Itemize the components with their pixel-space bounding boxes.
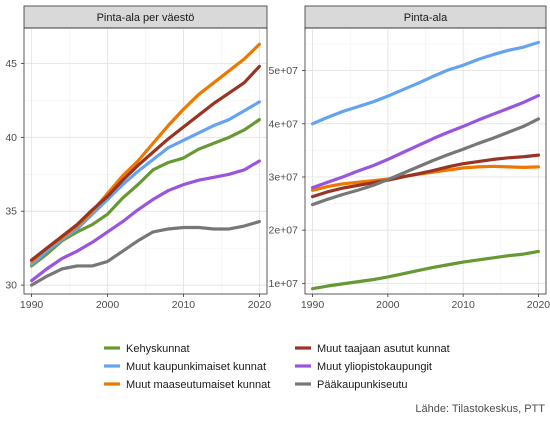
- chart-panels: Pinta-ala per väestö 1990 2000 2010 2020 30 35…: [5, 5, 550, 311]
- y-tick-label: 40: [5, 132, 17, 144]
- x-tick-label: 2010: [172, 299, 196, 311]
- panel-2: Pinta-ala 1990 2000 2010 2020 1e+07 2e+07 3e+07…: [269, 5, 550, 311]
- legend-label: Muut kaupunkimaiset kunnat: [126, 361, 266, 373]
- x-tick-label: 2000: [376, 299, 400, 311]
- series-lines: [29, 42, 262, 287]
- axes: 1990 2000 2010 2020 1e+07 2e+07 3e+07 4e+07 5e+0…: [269, 65, 550, 311]
- y-tick-label: 4e+07: [269, 118, 299, 130]
- x-tick-label: 2020: [248, 299, 272, 311]
- y-tick-label: 3e+07: [269, 171, 299, 183]
- panel-title: Pinta-ala: [404, 12, 448, 24]
- series-line-muut-yliopistokaupungit: [310, 93, 541, 190]
- x-tick-label: 1990: [301, 299, 325, 311]
- x-tick-label: 1990: [20, 299, 44, 311]
- legend-item-muut-kaupunkimaiset-kunnat: Muut kaupunkimaiset kunnat: [104, 361, 266, 373]
- series-line-muut-taajaan-asutut-kunnat: [29, 64, 262, 262]
- x-tick-label: 2010: [451, 299, 475, 311]
- series-line-kehyskunnat: [29, 118, 262, 268]
- x-tick-label: 2020: [527, 299, 550, 311]
- y-tick-label: 35: [5, 206, 17, 218]
- legend-item-muut-maaseutumaiset-kunnat: Muut maaseutumaiset kunnat: [104, 379, 270, 391]
- legend-label: Muut maaseutumaiset kunnat: [126, 379, 270, 391]
- y-tick-label: 30: [5, 280, 17, 292]
- series-line-muut-kaupunkimaiset-kunnat: [29, 100, 262, 267]
- series-line-muut-kaupunkimaiset-kunnat: [310, 40, 541, 126]
- panel-border: [304, 27, 547, 295]
- y-tick-label: 5e+07: [269, 65, 299, 77]
- series-lines: [310, 40, 541, 291]
- series-line-paakaupunkiseutu: [29, 219, 262, 287]
- series-line-kehyskunnat: [310, 249, 541, 291]
- y-tick-label: 45: [5, 58, 17, 70]
- legend-item-kehyskunnat: Kehyskunnat: [104, 343, 190, 355]
- source-note: Lähde: Tilastokeskus, PTT: [415, 403, 545, 415]
- legend-label: Muut yliopistokaupungit: [317, 361, 432, 373]
- y-tick-label: 1e+07: [269, 278, 299, 290]
- panel-border: [23, 27, 268, 295]
- x-tick-label: 2000: [96, 299, 120, 311]
- series-line-paakaupunkiseutu: [310, 117, 541, 207]
- panel-1: Pinta-ala per väestö 1990 2000 2010 2020 30 35…: [5, 5, 271, 311]
- legend-item-muut-taajaan-asutut-kunnat: Muut taajaan asutut kunnat: [295, 343, 450, 355]
- panel-title: Pinta-ala per väestö: [97, 12, 195, 24]
- legend: Kehyskunnat Muut taajaan asutut kunnat Muu…: [104, 343, 450, 391]
- axes: 1990 2000 2010 2020 30 35 40 45: [5, 58, 271, 311]
- grid: [305, 28, 546, 294]
- series-line-muut-yliopistokaupungit: [29, 159, 262, 283]
- legend-item-paakaupunkiseutu: Pääkaupunkiseutu: [295, 379, 408, 391]
- legend-label: Kehyskunnat: [126, 343, 190, 355]
- legend-label: Muut taajaan asutut kunnat: [317, 343, 450, 355]
- legend-label: Pääkaupunkiseutu: [317, 379, 408, 391]
- y-tick-label: 2e+07: [269, 225, 299, 237]
- legend-item-muut-yliopistokaupungit: Muut yliopistokaupungit: [295, 361, 432, 373]
- series-line-muut-taajaan-asutut-kunnat: [310, 153, 541, 199]
